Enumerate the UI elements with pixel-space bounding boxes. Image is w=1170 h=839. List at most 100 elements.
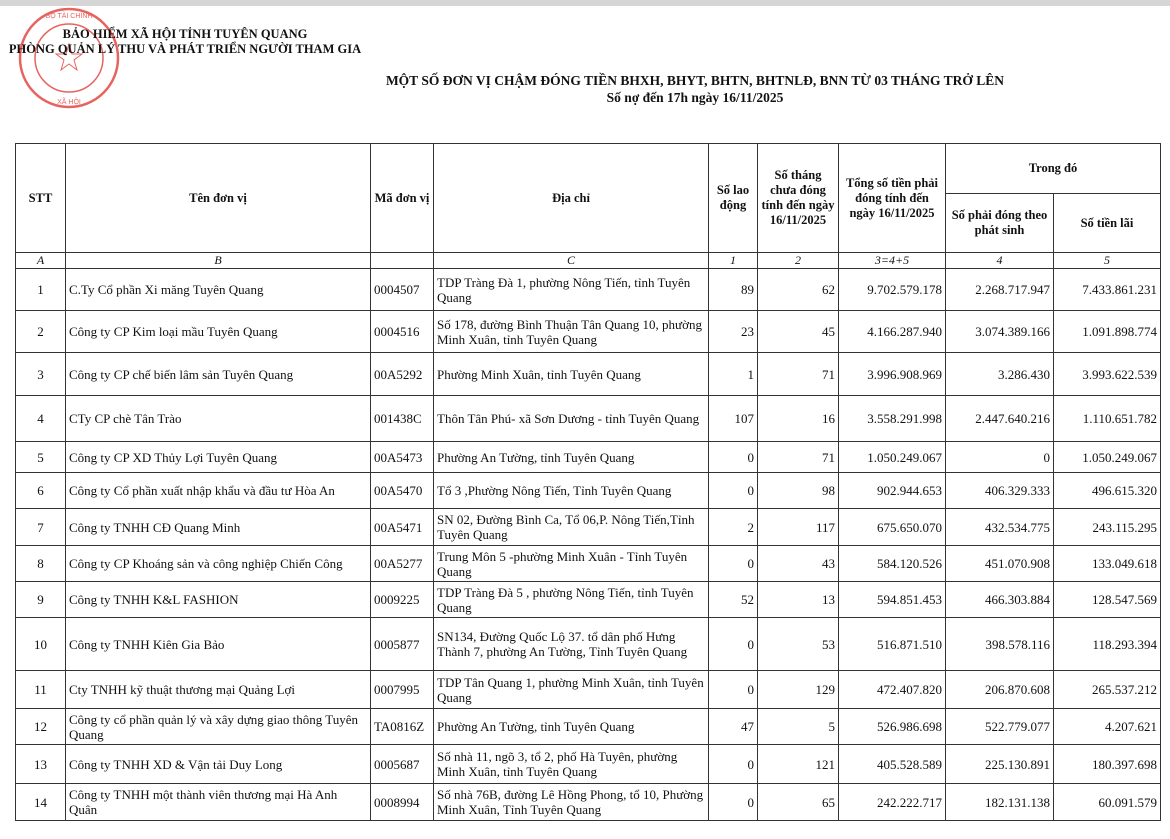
cell-code: 0004516 (370, 310, 434, 353)
cell-months: 71 (757, 441, 839, 473)
cell-stt: 9 (15, 581, 66, 618)
cell-workers: 1 (708, 352, 758, 396)
cell-interest: 180.397.698 (1053, 744, 1161, 784)
cell-name: Công ty CP Kim loại mầu Tuyên Quang (65, 310, 371, 353)
cell-months: 13 (757, 581, 839, 618)
cell-principal: 225.130.891 (945, 744, 1054, 784)
cell-workers: 2 (708, 508, 758, 546)
cell-stt: 7 (15, 508, 66, 546)
cell-name: Công ty TNHH K&L FASHION (65, 581, 371, 618)
cell-stt: 4 (15, 395, 66, 442)
cell-principal: 522.779.077 (945, 708, 1054, 745)
cell-months: 5 (757, 708, 839, 745)
cell-principal: 451.070.908 (945, 545, 1054, 582)
table-row: 10 Công ty TNHH Kiên Gia Bảo 0005877 SN134,… (15, 617, 1161, 671)
cell-code: 00A5277 (370, 545, 434, 582)
cell-principal: 3.074.389.166 (945, 310, 1054, 353)
cell-code: TA0816Z (370, 708, 434, 745)
cell-interest: 7.433.861.231 (1053, 268, 1161, 311)
debt-table: STT Tên đơn vị Mã đơn vị Địa chỉ Số lao … (15, 143, 1161, 821)
table-row: 14 Công ty TNHH một thành viên thương mại… (15, 783, 1161, 821)
cell-code: 0009225 (370, 581, 434, 618)
cell-code: 0007995 (370, 670, 434, 709)
cell-interest: 1.050.249.067 (1053, 441, 1161, 473)
index-cell: A (15, 252, 66, 269)
table-row: 2 Công ty CP Kim loại mầu Tuyên Quang 0004… (15, 310, 1161, 353)
cell-address: Trung Môn 5 -phường Minh Xuân - Tỉnh Tuy… (433, 545, 709, 582)
cell-interest: 3.993.622.539 (1053, 352, 1161, 396)
cell-name: C.Ty Cổ phần Xi măng Tuyên Quang (65, 268, 371, 311)
cell-months: 121 (757, 744, 839, 784)
issuing-organization: BẢO HIỂM XÃ HỘI TỈNH TUYÊN QUANG PHÒNG Q… (0, 27, 370, 57)
table-row: 8 Công ty CP Khoáng sản và công nghiệp Ch… (15, 545, 1161, 582)
cell-stt: 5 (15, 441, 66, 473)
cell-total: 242.222.717 (838, 783, 946, 821)
index-cell: 3=4+5 (838, 252, 946, 269)
cell-workers: 89 (708, 268, 758, 311)
cell-address: Số nhà 76B, đường Lê Hồng Phong, tổ 10, … (433, 783, 709, 821)
cell-address: Số nhà 11, ngõ 3, tổ 2, phố Hà Tuyên, ph… (433, 744, 709, 784)
cell-name: Công ty CP Khoáng sản và công nghiệp Chi… (65, 545, 371, 582)
cell-workers: 0 (708, 670, 758, 709)
cell-interest: 60.091.579 (1053, 783, 1161, 821)
cell-code: 0008994 (370, 783, 434, 821)
svg-text:BỘ TÀI CHÍNH: BỘ TÀI CHÍNH (46, 11, 93, 20)
cell-principal: 182.131.138 (945, 783, 1054, 821)
cell-name: Công ty TNHH một thành viên thương mại H… (65, 783, 371, 821)
org-line-1: BẢO HIỂM XÃ HỘI TỈNH TUYÊN QUANG (62, 27, 308, 41)
cell-name: Công ty Cổ phần xuất nhập khẩu và đầu tư… (65, 472, 371, 509)
cell-stt: 3 (15, 352, 66, 396)
table-row: 12 Công ty cổ phần quản lý và xây dựng gi… (15, 708, 1161, 745)
cell-address: Tổ 3 ,Phường Nông Tiến, Tỉnh Tuyên Quang (433, 472, 709, 509)
table-row: 9 Công ty TNHH K&L FASHION 0009225 TDP Tràn… (15, 581, 1161, 618)
cell-address: TDP Tràng Đà 1, phường Nông Tiến, tỉnh T… (433, 268, 709, 311)
cell-address: SN134, Đường Quốc Lộ 37. tổ dân phố Hưng… (433, 617, 709, 671)
index-cell: 4 (945, 252, 1054, 269)
cell-name: CTy CP chè Tân Trào (65, 395, 371, 442)
column-index-row: A B C 1 2 3=4+5 4 5 (15, 252, 1161, 269)
table-row: 13 Công ty TNHH XD & Vận tải Duy Long 0005… (15, 744, 1161, 784)
cell-workers: 0 (708, 441, 758, 473)
cell-workers: 0 (708, 472, 758, 509)
cell-stt: 12 (15, 708, 66, 745)
table-row: 5 Công ty CP XD Thủy Lợi Tuyên Quang 00A54… (15, 441, 1161, 473)
cell-workers: 107 (708, 395, 758, 442)
document-title: MỘT SỐ ĐƠN VỊ CHẬM ĐÓNG TIỀN BHXH, BHYT,… (385, 73, 1005, 88)
cell-total: 902.944.653 (838, 472, 946, 509)
cell-principal: 432.534.775 (945, 508, 1054, 546)
cell-address: Thôn Tân Phú- xã Sơn Dương - tỉnh Tuyên … (433, 395, 709, 442)
cell-months: 117 (757, 508, 839, 546)
table-row: 4 CTy CP chè Tân Trào 001438C Thôn Tân Phú-… (15, 395, 1161, 442)
cell-months: 65 (757, 783, 839, 821)
cell-code: 00A5471 (370, 508, 434, 546)
cell-stt: 2 (15, 310, 66, 353)
table-row: 6 Công ty Cổ phần xuất nhập khẩu và đầu t… (15, 472, 1161, 509)
cell-stt: 13 (15, 744, 66, 784)
cell-workers: 0 (708, 545, 758, 582)
cell-code: 001438C (370, 395, 434, 442)
cell-interest: 128.547.569 (1053, 581, 1161, 618)
header-code: Mã đơn vị (370, 143, 434, 253)
cell-stt: 14 (15, 783, 66, 821)
cell-code: 0005687 (370, 744, 434, 784)
header-principal: Số phải đóng theo phát sinh (945, 193, 1054, 253)
header-months: Số tháng chưa đóng tính đến ngày 16/11/2… (757, 143, 839, 253)
cell-total: 472.407.820 (838, 670, 946, 709)
cell-address: TDP Tân Quang 1, phường Minh Xuân, tỉnh … (433, 670, 709, 709)
viewer-top-bar (0, 0, 1170, 6)
cell-interest: 118.293.394 (1053, 617, 1161, 671)
cell-total: 3.996.908.969 (838, 352, 946, 396)
header-name: Tên đơn vị (65, 143, 371, 253)
cell-total: 584.120.526 (838, 545, 946, 582)
index-cell: 5 (1053, 252, 1161, 269)
cell-months: 45 (757, 310, 839, 353)
cell-principal: 3.286.430 (945, 352, 1054, 396)
cell-months: 62 (757, 268, 839, 311)
index-cell: C (433, 252, 709, 269)
cell-stt: 1 (15, 268, 66, 311)
header-total: Tổng số tiền phải đóng tính đến ngày 16/… (838, 143, 946, 253)
cell-principal: 466.303.884 (945, 581, 1054, 618)
table-row: 7 Công ty TNHH CĐ Quang Minh 00A5471 SN 02,… (15, 508, 1161, 546)
cell-principal: 2.447.640.216 (945, 395, 1054, 442)
cell-address: Số 178, đường Bình Thuận Tân Quang 10, p… (433, 310, 709, 353)
